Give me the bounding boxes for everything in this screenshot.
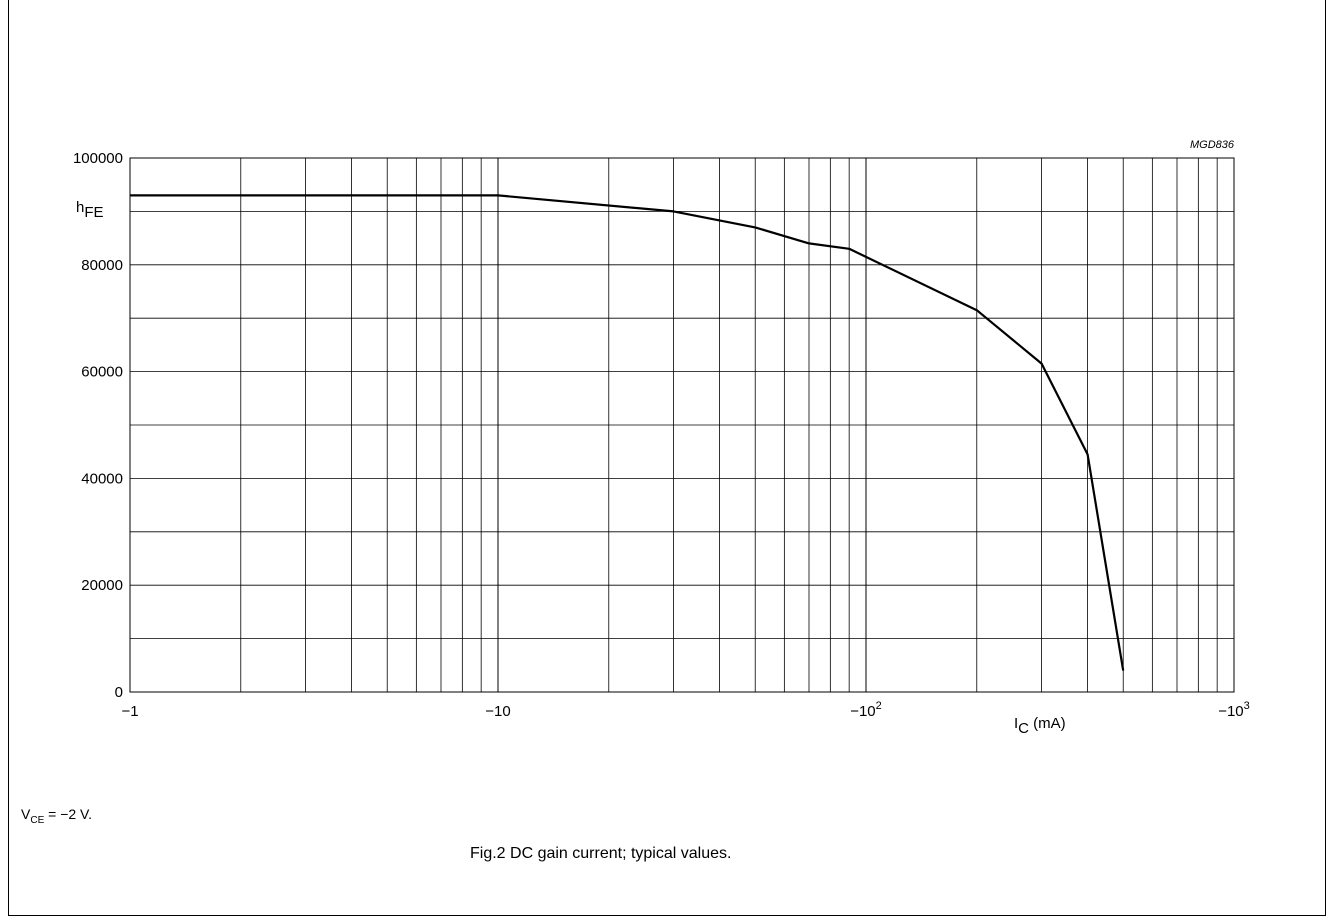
y-axis-label: hFE bbox=[76, 199, 104, 221]
note-main: V bbox=[21, 806, 31, 822]
y-tick-labels: 0 20000 40000 60000 80000 100000 bbox=[73, 150, 123, 701]
plot-area bbox=[129, 157, 1235, 693]
x-axis-label-sub: C bbox=[1018, 720, 1029, 737]
grid bbox=[130, 158, 1234, 692]
y-axis-label-sub: FE bbox=[84, 204, 103, 221]
test-condition-note: VCE = −2 V. bbox=[21, 806, 92, 826]
x-tick-label-base: −10 bbox=[485, 703, 510, 720]
y-tick-label: 20000 bbox=[81, 577, 123, 594]
y-axis-label-main: h bbox=[76, 199, 84, 216]
x-tick-label: −103 bbox=[1218, 700, 1250, 720]
y-tick-label: 40000 bbox=[81, 470, 123, 487]
note-rest: = −2 V. bbox=[44, 806, 92, 822]
x-tick-label-base: −10 bbox=[1218, 703, 1243, 720]
figure-caption: Fig.2 DC gain current; typical values. bbox=[470, 845, 732, 862]
x-tick-label-base: −10 bbox=[850, 703, 875, 720]
x-tick-label-exponent: 3 bbox=[1244, 700, 1250, 712]
x-axis-label-main: I bbox=[1014, 715, 1018, 732]
y-tick-label: 80000 bbox=[81, 257, 123, 274]
x-tick-label-exponent: 2 bbox=[876, 700, 882, 712]
x-tick-label: −1 bbox=[121, 703, 138, 720]
x-axis-label-unit: (mA) bbox=[1029, 715, 1066, 732]
x-tick-labels: −1 −10 −102 −103 bbox=[121, 700, 1249, 720]
y-tick-label: 100000 bbox=[73, 150, 123, 167]
y-tick-label: 0 bbox=[115, 684, 123, 701]
x-axis-label: IC (mA) bbox=[1014, 715, 1066, 737]
series-line bbox=[130, 194, 1125, 671]
note-sub: CE bbox=[30, 814, 45, 826]
series-layer bbox=[130, 194, 1125, 671]
x-tick-label: −10 bbox=[485, 703, 510, 720]
x-tick-label-base: −1 bbox=[121, 703, 138, 720]
x-tick-label: −102 bbox=[850, 700, 882, 720]
y-tick-label: 60000 bbox=[81, 364, 123, 381]
figure-frame bbox=[8, 0, 1326, 916]
chart-code: MGD836 bbox=[1190, 139, 1235, 151]
